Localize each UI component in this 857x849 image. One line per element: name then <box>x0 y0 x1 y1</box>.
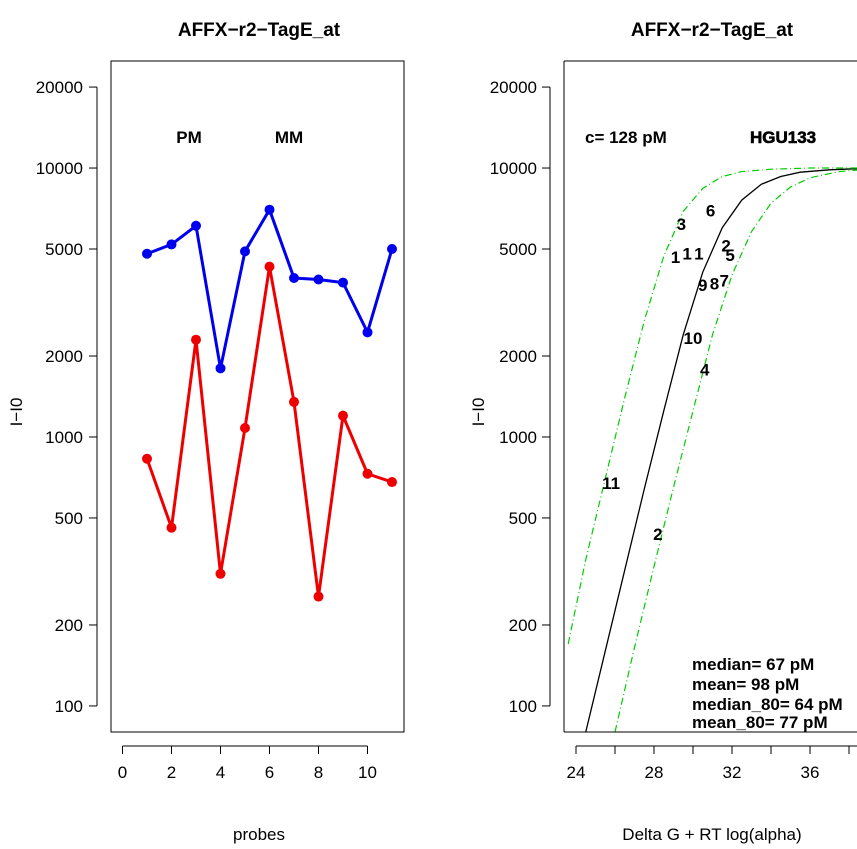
left-x-tick-label: 8 <box>314 763 323 782</box>
left-series <box>142 204 397 602</box>
point-pm <box>215 363 226 374</box>
left-y-tick-label: 20000 <box>36 78 83 97</box>
right-x-tick-label: 32 <box>723 763 742 782</box>
point-mm <box>338 410 348 421</box>
left-y-tick-label: 10000 <box>36 159 83 178</box>
right-title: AFFX−r2−TagE_at <box>631 20 794 41</box>
point-pm <box>191 220 201 231</box>
point-label: 1 <box>682 245 691 264</box>
left-plot-frame <box>110 60 405 733</box>
point-mm <box>191 334 201 345</box>
legend-mm: MM <box>275 128 303 147</box>
right-y-tick-label: 500 <box>509 509 537 528</box>
curve-fit <box>585 168 857 732</box>
point-label: 1 <box>671 248 680 267</box>
left-x-tick-label: 4 <box>216 763 225 782</box>
curve-upper <box>567 167 857 645</box>
right-x-axis-label: Delta G + RT log(alpha) <box>622 825 801 844</box>
right-x-tick-label: 36 <box>801 763 820 782</box>
series-line-pm <box>146 206 394 369</box>
point-pm <box>240 246 250 257</box>
point-mm <box>142 453 152 464</box>
left-x-tick-label: 10 <box>358 763 377 782</box>
point-pm <box>142 248 152 259</box>
concentration-label: c= 128 pM <box>585 128 667 147</box>
point-pm <box>313 274 324 285</box>
point-label: 5 <box>725 246 734 265</box>
left-x-axis-label: probes <box>233 825 285 844</box>
stat-median: median= 67 pM <box>692 655 814 674</box>
right-y-tick-label: 100 <box>509 697 537 716</box>
point-mm <box>313 591 324 602</box>
point-label: 10 <box>684 329 703 348</box>
point-label: 2 <box>721 236 730 255</box>
point-label: 7 <box>719 272 728 291</box>
left-x-tick-label: 6 <box>265 763 274 782</box>
point-pm <box>387 243 397 254</box>
right-y-tick-label: 200 <box>509 616 537 635</box>
left-y-tick-label: 2000 <box>45 347 83 366</box>
point-mm <box>289 396 299 407</box>
point-mm <box>362 468 373 479</box>
legend-pm: PM <box>176 128 202 147</box>
point-label: 1 <box>694 245 703 264</box>
left-x-tick-label: 2 <box>167 763 176 782</box>
point-label: 11 <box>602 474 620 493</box>
stat-median-80: median_80= 64 pM <box>692 695 843 714</box>
left-y-axis-label: I−I0 <box>7 398 26 427</box>
left-y-tick-label: 5000 <box>45 240 83 259</box>
left-y-tick-label: 1000 <box>45 428 83 447</box>
point-mm <box>215 568 226 579</box>
point-label: 2 <box>653 525 662 544</box>
right-y-axis-label: I−I0 <box>469 398 488 427</box>
point-mm <box>240 422 250 433</box>
stat-mean-80: mean_80= 77 pM <box>692 713 828 732</box>
point-mm <box>166 522 177 533</box>
point-label: 4 <box>700 360 710 379</box>
right-y-tick-label: 20000 <box>490 78 537 97</box>
point-pm <box>264 204 275 215</box>
left-panel: AFFX−r2−TagE_at probes I−I0 PM MM 100200… <box>7 20 405 844</box>
point-label: 6 <box>706 202 715 221</box>
point-label: 9 <box>698 276 707 295</box>
point-pm <box>166 239 177 250</box>
right-panel: AFFX−r2−TagE_at Delta G + RT log(alpha) … <box>469 20 857 844</box>
point-mm <box>387 477 397 488</box>
left-x-tick-label: 0 <box>118 763 127 782</box>
left-y-tick-label: 200 <box>55 616 83 635</box>
right-y-tick-label: 10000 <box>490 159 537 178</box>
right-plot-frame <box>563 60 857 733</box>
series-line-mm <box>145 266 393 597</box>
right-x-tick-label: 28 <box>645 763 664 782</box>
right-curves <box>567 167 857 732</box>
right-y-tick-label: 5000 <box>499 240 537 259</box>
point-mm <box>264 261 275 272</box>
curve-lower <box>614 169 857 732</box>
right-x-axis: 24 28 32 36 <box>567 745 857 782</box>
left-x-axis: 0 2 4 6 8 10 <box>118 745 377 782</box>
stat-mean: mean= 98 pM <box>692 675 799 694</box>
point-pm <box>362 327 373 338</box>
left-y-tick-label: 500 <box>55 509 83 528</box>
left-y-tick-label: 100 <box>55 697 83 716</box>
right-x-tick-label: 24 <box>567 763 586 782</box>
point-label: 8 <box>710 275 719 294</box>
point-pm <box>338 277 348 288</box>
right-y-tick-label: 1000 <box>499 428 537 447</box>
left-title: AFFX−r2−TagE_at <box>178 20 341 41</box>
chip-label: HGU133 <box>750 128 816 147</box>
left-y-axis: 100 200 500 1000 2000 5000 10000 20000 <box>36 78 98 716</box>
point-label: 3 <box>677 215 686 234</box>
right-y-axis: 100 200 500 1000 2000 5000 10000 20000 <box>490 78 551 716</box>
right-y-tick-label: 2000 <box>499 347 537 366</box>
point-pm <box>289 273 299 284</box>
